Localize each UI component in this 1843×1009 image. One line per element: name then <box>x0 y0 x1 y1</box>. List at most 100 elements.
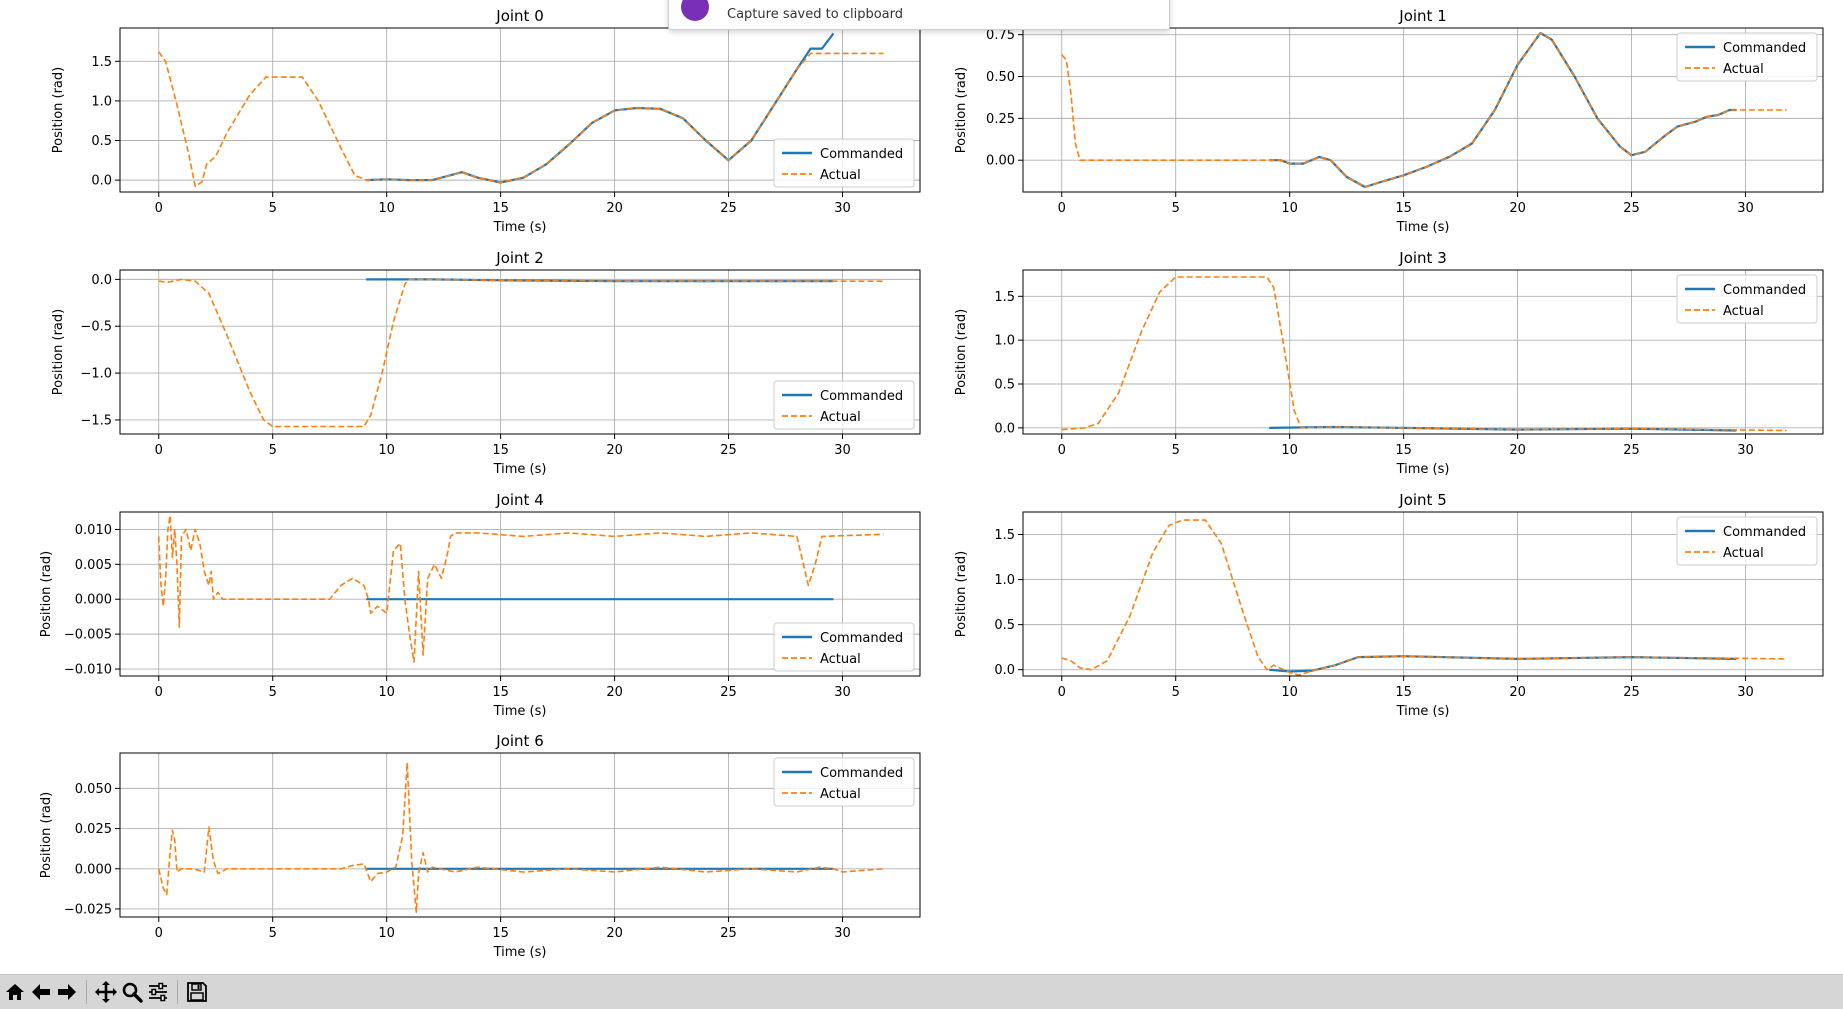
x-tick-label: 30 <box>1737 201 1754 216</box>
y-tick-label: 0.5 <box>994 378 1015 393</box>
y-tick-label: −0.5 <box>80 320 112 335</box>
subplot-title: Joint 1 <box>1398 7 1446 25</box>
y-axis-label: Position (rad) <box>51 309 66 395</box>
y-tick-label: 0.0 <box>91 174 112 189</box>
x-tick-label: 25 <box>1623 443 1640 458</box>
x-tick-label: 10 <box>378 926 395 941</box>
legend: Commanded Actual <box>773 380 915 430</box>
legend-label-actual: Actual <box>1723 304 1764 319</box>
forward-button[interactable] <box>54 978 80 1006</box>
x-tick-label: 25 <box>720 201 737 216</box>
x-tick-label: 5 <box>1172 201 1180 216</box>
series-line-actual <box>157 761 884 913</box>
axes-frame <box>1022 27 1824 193</box>
y-tick-label: 0.000 <box>75 862 112 877</box>
legend-label-commanded: Commanded <box>820 389 903 404</box>
y-tick-label: 0.5 <box>994 618 1015 633</box>
x-tick-label: 20 <box>606 443 623 458</box>
app-icon <box>681 0 709 21</box>
axes-frame <box>119 27 921 193</box>
y-tick-label: −1.0 <box>80 367 112 382</box>
legend-label-commanded: Commanded <box>1723 283 1806 298</box>
home-button[interactable] <box>2 978 28 1006</box>
y-tick-label: 0.75 <box>986 28 1015 43</box>
subplot-title: Joint 5 <box>1398 491 1446 509</box>
axes-frame <box>1022 269 1824 435</box>
subplot-title: Joint 4 <box>495 491 543 509</box>
capture-notification[interactable]: Capture saved to clipboard <box>668 0 1170 30</box>
x-tick-label: 20 <box>606 685 623 700</box>
legend-label-actual: Actual <box>820 652 861 667</box>
x-axis-label: Time (s) <box>493 220 547 235</box>
x-axis-label: Time (s) <box>1396 220 1450 235</box>
x-tick-label: 20 <box>1509 443 1526 458</box>
legend-box <box>1676 32 1818 82</box>
subplot-joint-6: 0 5 10 15 20 25 30 0.050 0.025 0.000 −0.025 Joint 6… <box>39 732 921 960</box>
zoom-button[interactable] <box>119 978 145 1006</box>
y-axis-label: Position (rad) <box>954 309 969 395</box>
x-tick-label: 30 <box>834 201 851 216</box>
pan-button[interactable] <box>93 978 119 1006</box>
x-tick-label: 25 <box>720 926 737 941</box>
y-tick-label: −0.010 <box>64 663 112 678</box>
y-axis-label: Position (rad) <box>39 792 54 878</box>
y-axis-label: Position (rad) <box>51 67 66 153</box>
y-tick-label: −0.025 <box>64 902 112 917</box>
subplot-title: Joint 2 <box>495 249 543 267</box>
x-tick-label: 15 <box>492 443 509 458</box>
forward-arrow-icon <box>58 984 76 1000</box>
save-figure-button[interactable] <box>184 978 210 1006</box>
x-tick-label: 15 <box>492 926 509 941</box>
axes-frame <box>119 511 921 677</box>
x-tick-label: 5 <box>269 443 277 458</box>
x-tick-label: 15 <box>1395 685 1412 700</box>
series-line-commanded <box>1269 31 1737 189</box>
save-icon <box>187 982 207 1002</box>
x-tick-label: 10 <box>378 201 395 216</box>
y-tick-label: 0.0 <box>994 663 1015 678</box>
x-tick-label: 10 <box>1281 443 1298 458</box>
legend-box <box>1676 516 1818 566</box>
legend-label-actual: Actual <box>820 168 861 183</box>
legend-label-actual: Actual <box>820 410 861 425</box>
back-arrow-icon <box>32 984 50 1000</box>
x-tick-label: 30 <box>1737 685 1754 700</box>
x-tick-label: 30 <box>1737 443 1754 458</box>
x-tick-label: 20 <box>606 201 623 216</box>
legend: Commanded Actual <box>1676 274 1818 324</box>
configure-subplots-button[interactable] <box>145 978 171 1006</box>
subplot-title: Joint 3 <box>1398 249 1446 267</box>
x-tick-label: 0 <box>155 201 163 216</box>
legend-box <box>773 622 915 672</box>
legend: Commanded Actual <box>773 757 915 807</box>
x-tick-label: 20 <box>1509 685 1526 700</box>
back-button[interactable] <box>28 978 54 1006</box>
series-line-actual <box>1061 276 1787 432</box>
y-tick-label: 0.000 <box>75 593 112 608</box>
x-tick-label: 0 <box>155 926 163 941</box>
x-axis-label: Time (s) <box>493 704 547 719</box>
subplot-joint-2: 0 5 10 15 20 25 30 0.0 −0.5 −1.0 −1.5 Joint 2 Time (… <box>51 249 921 477</box>
subplot-joint-1: 0 5 10 15 20 25 30 0.00 0.25 0.50 0.75 Joint 1 Time … <box>954 7 1824 235</box>
legend: Commanded Actual <box>773 622 915 672</box>
x-tick-label: 10 <box>378 443 395 458</box>
y-tick-label: 0.050 <box>75 782 112 797</box>
x-tick-label: 25 <box>1623 201 1640 216</box>
x-tick-label: 5 <box>269 201 277 216</box>
x-tick-label: 0 <box>1058 201 1066 216</box>
y-axis-label: Position (rad) <box>954 67 969 153</box>
y-tick-label: 1.0 <box>994 573 1015 588</box>
x-tick-label: 20 <box>606 926 623 941</box>
x-tick-label: 10 <box>378 685 395 700</box>
y-tick-label: 1.0 <box>994 334 1015 349</box>
y-tick-label: 1.5 <box>994 290 1015 305</box>
x-tick-label: 5 <box>269 926 277 941</box>
y-axis-label: Position (rad) <box>39 551 54 637</box>
series-line-commanded <box>366 32 835 184</box>
notification-text: Capture saved to clipboard <box>727 6 903 22</box>
x-tick-label: 25 <box>720 685 737 700</box>
y-tick-label: 0.5 <box>91 134 112 149</box>
legend-label-commanded: Commanded <box>1723 525 1806 540</box>
legend: Commanded Actual <box>1676 516 1818 566</box>
legend-label-commanded: Commanded <box>820 631 903 646</box>
